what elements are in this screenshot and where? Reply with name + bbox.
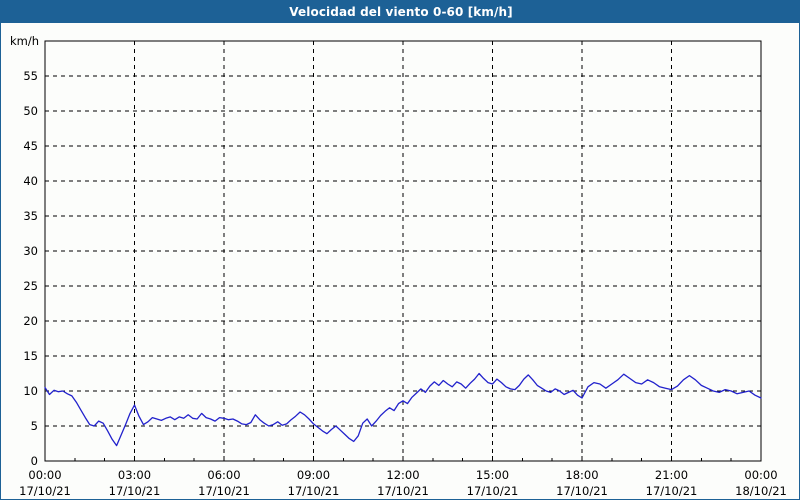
y-tick-label: 45 (23, 139, 38, 153)
y-tick-label: 5 (31, 419, 38, 433)
wind-speed-line-chart: 0 5 10 15 20 25 30 35 40 45 50 55 00:00 17/10/21 03:0… (1, 23, 799, 499)
series-line-wind-speed (44, 372, 762, 447)
x-tick-label-date: 17/10/21 (377, 484, 429, 498)
y-tick-label: 10 (23, 384, 38, 398)
x-tick-label-date: 18/10/21 (735, 484, 787, 498)
window-title-bar: Velocidad del viento 0-60 [km/h] (1, 1, 799, 23)
x-tick-label-date: 17/10/21 (109, 484, 161, 498)
y-tick-label: 15 (23, 349, 38, 363)
x-tick-label-time: 06:00 (207, 468, 240, 482)
x-tick-label-date: 17/10/21 (19, 484, 71, 498)
x-tick-label-time: 00:00 (28, 468, 61, 482)
x-tick-label-time: 03:00 (118, 468, 151, 482)
y-tick-label: 20 (23, 314, 38, 328)
x-tick-label-time: 21:00 (655, 468, 688, 482)
x-tick-label-time: 00:00 (744, 468, 777, 482)
y-axis-unit-label: km/h (10, 34, 39, 48)
y-tick-label: 40 (23, 174, 38, 188)
x-tick-label-date: 17/10/21 (646, 484, 698, 498)
y-tick-label: 25 (23, 279, 38, 293)
y-axis-tick-labels: 0 5 10 15 20 25 30 35 40 45 50 55 (23, 69, 38, 468)
y-tick-label: 35 (23, 209, 38, 223)
y-tick-label: 30 (23, 244, 38, 258)
x-axis-tick-labels: 00:00 17/10/21 03:00 17/10/21 06:00 17/10/21 0… (19, 468, 787, 498)
y-tick-label: 0 (31, 454, 38, 468)
x-tick-label-time: 12:00 (386, 468, 419, 482)
x-tick-label-time: 09:00 (297, 468, 330, 482)
y-tick-label: 55 (23, 69, 38, 83)
grid-lines (45, 41, 761, 461)
y-tick-label: 50 (23, 104, 38, 118)
x-tick-label-date: 17/10/21 (556, 484, 608, 498)
x-tick-label-time: 18:00 (565, 468, 598, 482)
chart-canvas: 0 5 10 15 20 25 30 35 40 45 50 55 00:00 17/10/21 03:0… (1, 23, 799, 499)
page-title: Velocidad del viento 0-60 [km/h] (289, 5, 513, 19)
x-tick-label-date: 17/10/21 (198, 484, 250, 498)
x-tick-label-date: 17/10/21 (288, 484, 340, 498)
data-series (44, 372, 762, 447)
x-tick-label-time: 15:00 (476, 468, 509, 482)
axis-lines (44, 40, 762, 462)
x-tick-label-date: 17/10/21 (467, 484, 519, 498)
